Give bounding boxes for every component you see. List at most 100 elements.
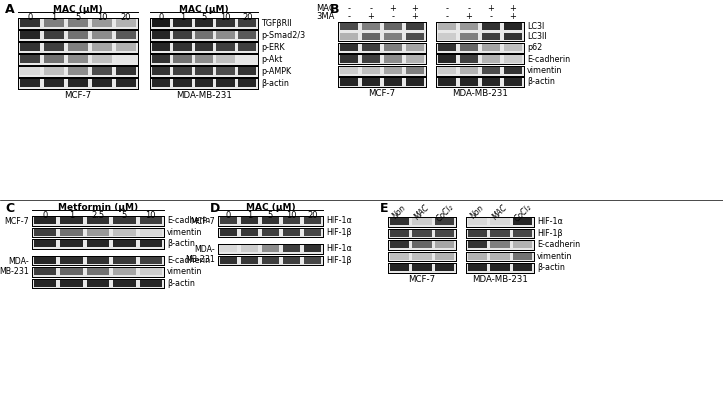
Bar [388,240,456,250]
Bar [482,78,500,86]
Text: +: + [411,12,419,21]
Bar [32,278,164,288]
Text: HIF-1β: HIF-1β [537,229,562,238]
Bar [482,33,500,40]
Bar [150,30,258,40]
Text: D: D [210,202,221,215]
Text: A: A [5,3,14,16]
Bar [436,77,524,87]
Bar [18,78,138,88]
Bar [262,229,279,236]
Bar [220,257,237,264]
Bar [338,22,426,41]
Bar [61,229,83,236]
Text: 1: 1 [69,211,74,220]
Bar [388,240,456,250]
Bar [436,66,524,76]
Text: MAC: MAC [316,4,335,13]
Bar [152,56,170,63]
Bar [174,56,192,63]
Text: β-actin: β-actin [537,263,565,272]
Bar [150,42,258,52]
Bar [150,30,258,40]
Bar [150,54,258,64]
Bar [406,44,424,51]
Bar [388,217,456,226]
Text: MAC: MAC [413,203,432,222]
Text: CoCl₂: CoCl₂ [512,203,533,224]
Bar [20,68,40,75]
Bar [18,78,138,88]
Bar [18,42,138,52]
Bar [338,77,426,87]
Bar [436,77,524,87]
Bar [32,256,164,265]
Text: 1: 1 [180,13,185,22]
Bar [338,22,426,41]
Bar [283,257,301,264]
Text: E-cadherin: E-cadherin [167,256,210,265]
Bar [18,30,138,40]
Bar [435,264,454,271]
Bar [466,217,534,226]
Bar [32,239,164,248]
Bar [262,245,279,252]
Bar [238,44,257,51]
Bar [140,229,162,236]
Bar [304,217,322,224]
Bar [460,33,479,40]
Text: -: - [489,12,492,21]
Bar [412,253,432,260]
Bar [504,56,522,63]
Bar [18,18,138,28]
Text: MDA-MB-231: MDA-MB-231 [472,276,528,284]
Bar [20,44,40,51]
Bar [436,54,524,64]
Text: C: C [5,202,14,215]
Bar [218,228,323,237]
Bar [87,217,109,224]
Bar [384,23,403,30]
Bar [436,22,524,41]
Bar [238,32,257,39]
Text: E-cadherin: E-cadherin [167,216,210,225]
Text: 10: 10 [145,211,156,220]
Bar [262,217,279,224]
Text: 20: 20 [242,13,252,22]
Bar [436,22,524,41]
Bar [18,30,138,40]
Text: B: B [330,3,340,16]
Text: p-Smad2/3: p-Smad2/3 [261,31,305,40]
Bar [68,20,88,27]
Bar [174,20,192,27]
Text: -: - [445,12,448,21]
Bar [18,30,138,40]
Bar [32,216,164,226]
Bar [150,42,258,52]
Bar [388,263,456,272]
Bar [241,245,258,252]
Bar [218,244,323,254]
Bar [18,78,138,88]
Bar [20,80,40,87]
Bar [412,241,432,248]
Bar [140,268,162,275]
Bar [44,20,64,27]
Bar [412,218,432,225]
Text: HIF-1α: HIF-1α [326,244,352,253]
Bar [460,44,479,51]
Bar [32,228,164,237]
Text: 10: 10 [286,211,296,220]
Text: LC3II: LC3II [527,32,547,41]
Bar [32,228,164,237]
Bar [468,264,487,271]
Bar [218,216,323,226]
Bar [338,42,426,52]
Bar [436,77,524,87]
Bar [238,68,257,75]
Text: +: + [510,12,516,21]
Bar [412,264,432,271]
Bar [390,230,409,237]
Text: 10: 10 [221,13,231,22]
Bar [338,66,426,76]
